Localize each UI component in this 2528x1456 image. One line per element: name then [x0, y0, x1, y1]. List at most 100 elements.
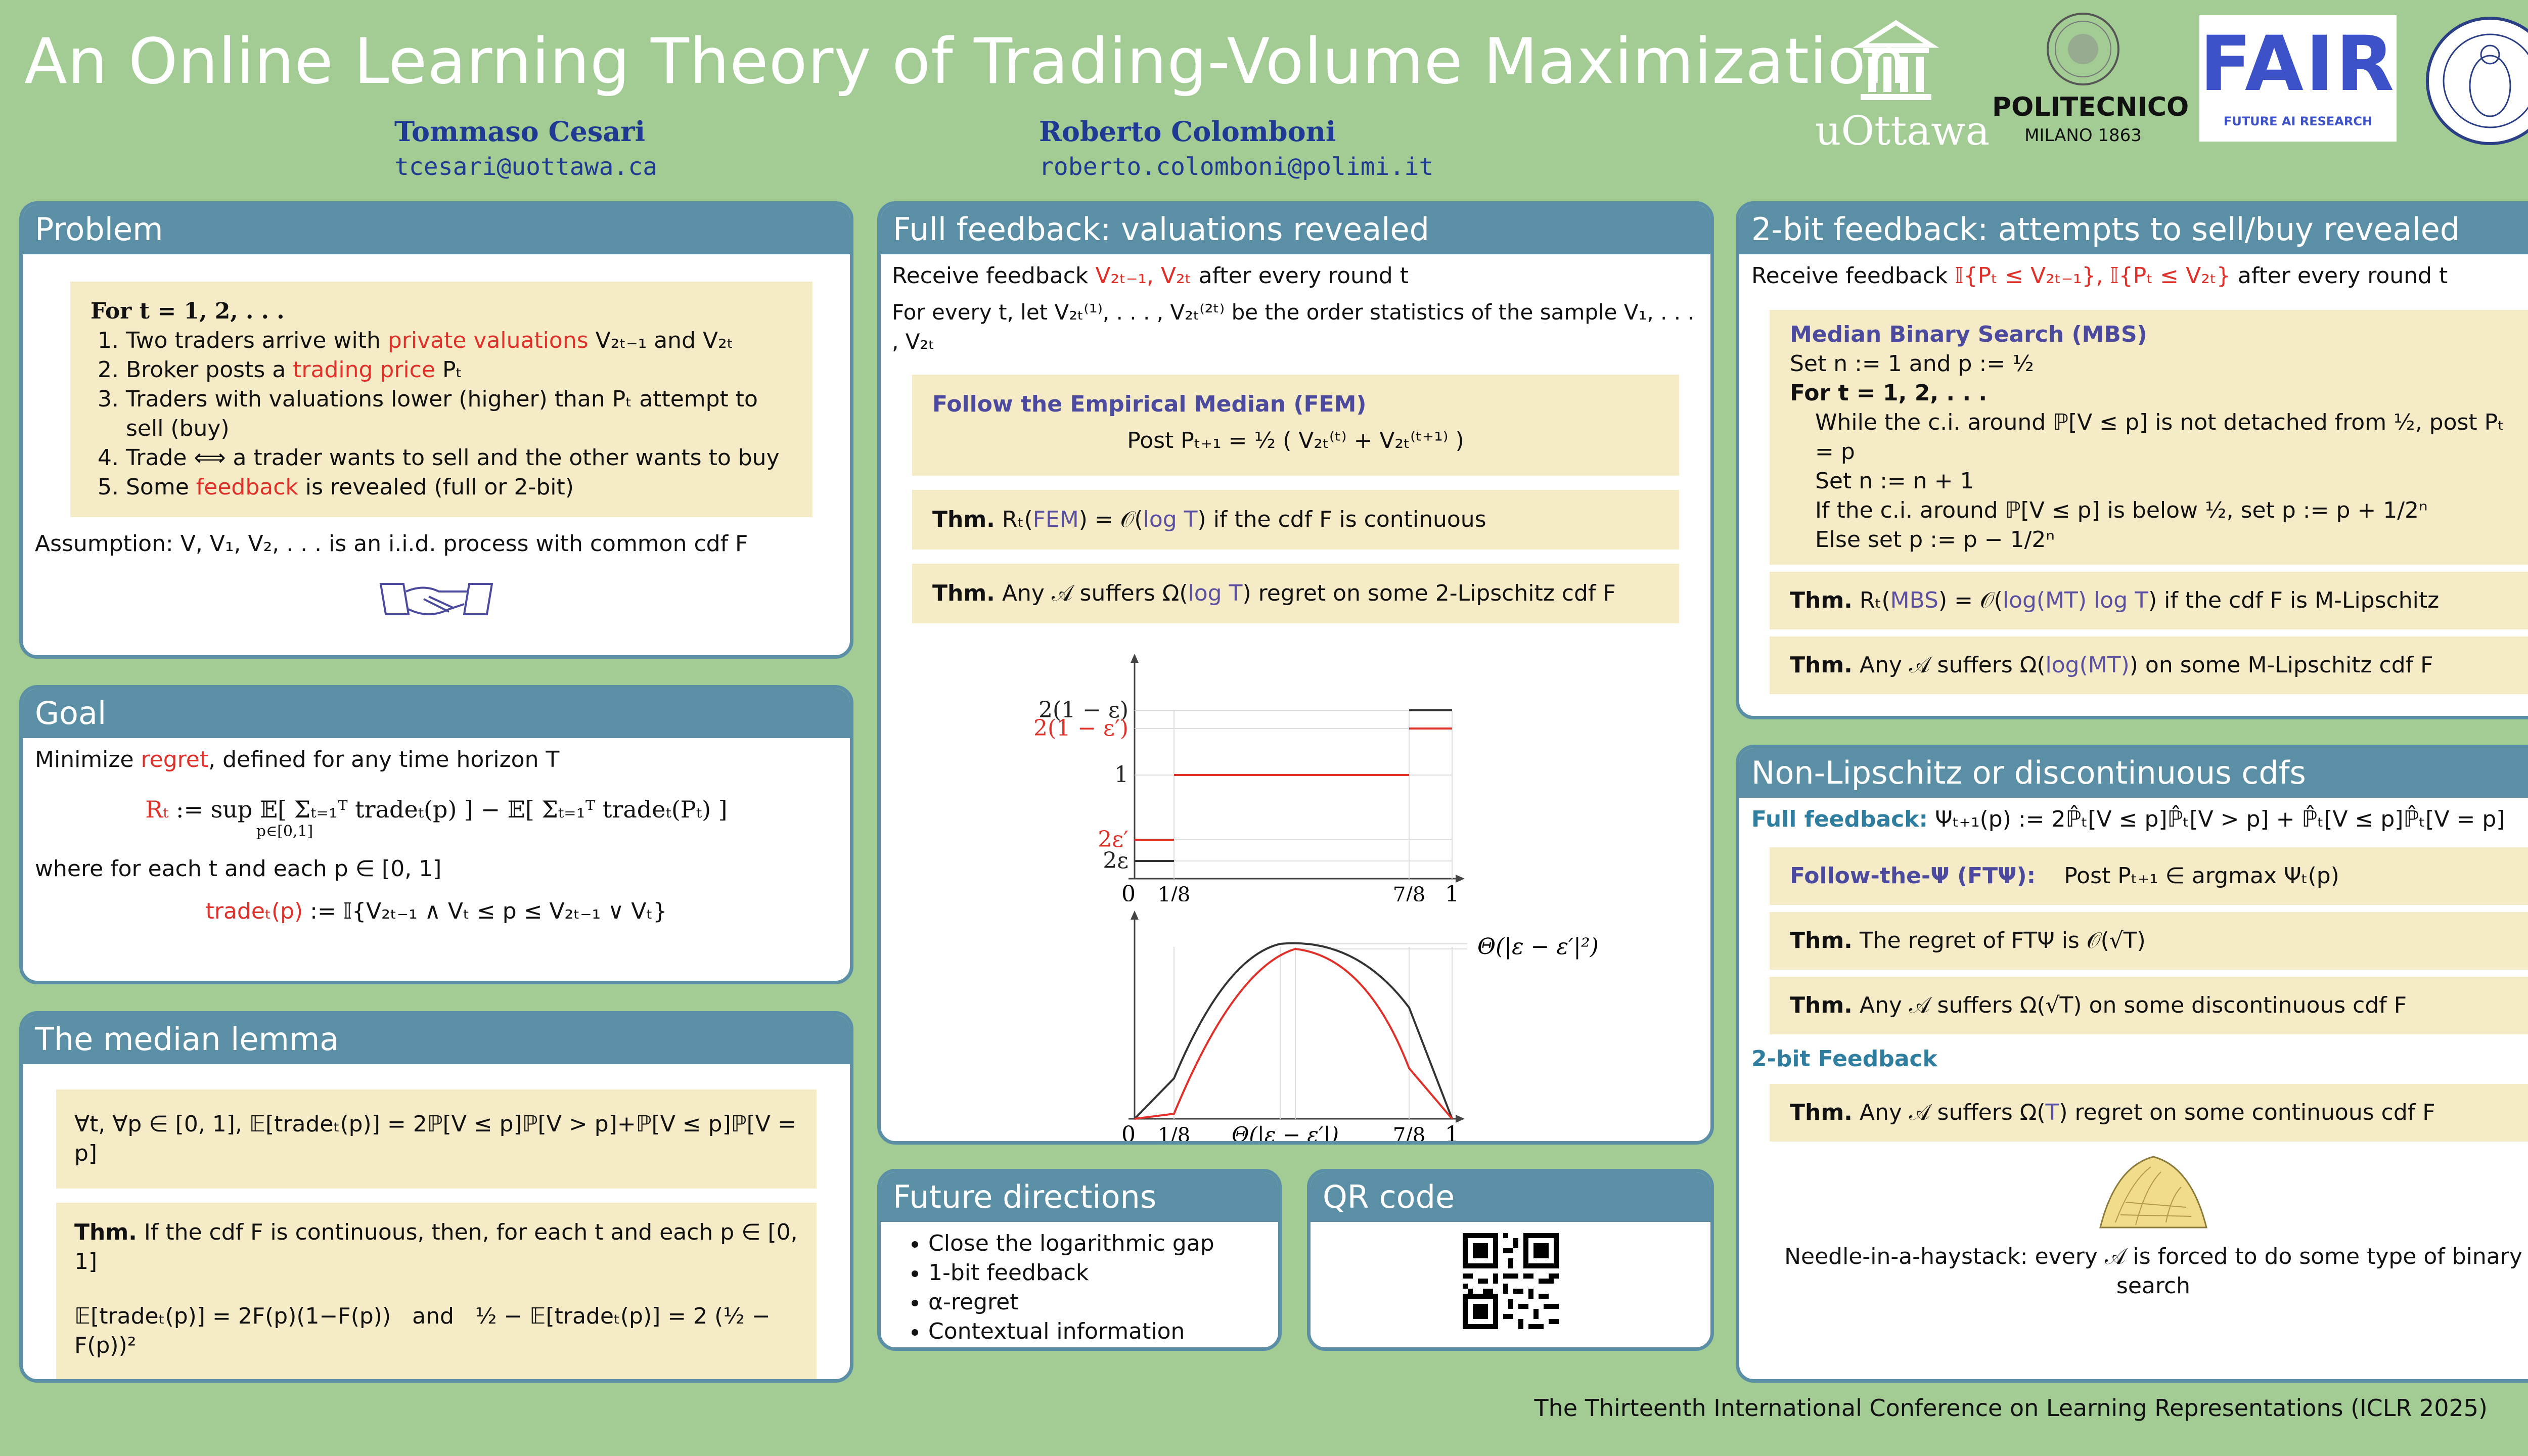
future-box: Future directions Close the logarithmic …: [877, 1169, 1282, 1351]
future-header: Future directions: [881, 1172, 1278, 1222]
poster-title: An Online Learning Theory of Trading-Vol…: [24, 25, 1907, 98]
author-2-name: Roberto Colomboni: [1039, 115, 1336, 148]
problem-header: Problem: [23, 205, 850, 254]
nonlip-header: Non-Lipschitz or discontinuous cdfs: [1739, 748, 2528, 798]
fem-equation: Post Pₜ₊₁ = ½ ( V₂ₜ⁽ᵗ⁾ + V₂ₜ⁽ᵗ⁺¹⁾ ): [1127, 428, 1464, 453]
xtick-7-8: 7/8: [1393, 883, 1425, 901]
series-eps-prime: [1134, 947, 1453, 1120]
full-feedback-box: Full feedback: valuations revealed Recei…: [877, 201, 1714, 1145]
xtick-0: 0: [1121, 881, 1136, 901]
ytick-2-1-epsp: 2(1 − ε′): [1033, 715, 1128, 741]
conference-footer: The Thirteenth International Conference …: [1534, 1394, 2488, 1422]
author-1-email[interactable]: tcesari@uottawa.ca: [394, 153, 658, 181]
nonlip-box: Non-Lipschitz or discontinuous cdfs Full…: [1736, 745, 2528, 1383]
future-item: α-regret: [928, 1288, 1266, 1317]
ftpsi-thm-upper: Thm. The regret of FTΨ is 𝒪(√T): [1770, 912, 2528, 970]
median-thm: Thm. If the cdf F is continuous, then, f…: [74, 1219, 798, 1275]
ytick-1: 1: [1114, 762, 1128, 788]
fair-logo: FAIR FUTURE AI RESEARCH: [2199, 15, 2397, 142]
polimi-logo: POLITECNICO MILANO 1863: [1992, 11, 2189, 153]
twobit-line1: Receive feedback 𝕀{Pₜ ≤ V₂ₜ₋₁}, 𝕀{Pₜ ≤ V…: [1751, 263, 2448, 289]
problem-step: Two traders arrive with private valuatio…: [126, 326, 792, 355]
xtick-1-8: 1/8: [1158, 883, 1190, 901]
fem-title: Follow the Empirical Median (FEM): [932, 391, 1367, 417]
mbs-line: Set n := 1 and p := ½: [1790, 351, 2034, 377]
future-item: Close the logarithmic gap: [928, 1229, 1266, 1258]
mbs-thm-lower: Thm. Any 𝒜 suffers Ω(log(MT)) on some M-…: [1770, 636, 2528, 694]
mbs-line: Else set p := p − 1/2ⁿ: [1815, 527, 2055, 553]
ytick-2-1-eps: 2(1 − ε): [1039, 697, 1128, 723]
ftpsi-thm-lower: Thm. Any 𝒜 suffers Ω(√T) on some discont…: [1770, 977, 2528, 1034]
ftpsi-box: Follow-the-Ψ (FTΨ): Post Pₜ₊₁ ∈ argmax Ψ…: [1770, 847, 2528, 905]
median-header: The median lemma: [23, 1015, 850, 1064]
problem-step: Broker posts a trading price Pₜ: [126, 355, 792, 385]
trade-formula: tradeₜ(p) := 𝕀{V₂ₜ₋₁ ∧ Vₜ ≤ p ≤ V₂ₜ₋₁ ∨ …: [205, 898, 667, 924]
problem-step: Traders with valuations lower (higher) t…: [126, 385, 792, 443]
twobit-header: 2-bit feedback: attempts to sell/buy rev…: [1739, 205, 2528, 254]
qr-header: QR code: [1311, 1172, 1710, 1222]
xtick-1: 1: [1445, 1122, 1459, 1144]
goal-header: Goal: [23, 689, 850, 738]
ytick-2epsp: 2ε′: [1098, 827, 1128, 852]
xtick-0: 0: [1121, 1122, 1136, 1144]
goal-where: where for each t and each p ∈ [0, 1]: [35, 856, 442, 882]
mbs-line: While the c.i. around ℙ[V ≤ p] is not de…: [1815, 410, 2505, 465]
twobit-lower-thm: Thm. Any 𝒜 suffers Ω(T) regret on some c…: [1770, 1084, 2528, 1142]
nonlip-twobit-label: 2-bit Feedback: [1751, 1046, 1937, 1072]
series-eps: [1134, 942, 1453, 1120]
ytick-2eps: 2ε: [1103, 848, 1128, 874]
uottawa-text: uOttawa: [1815, 107, 1990, 154]
mbs-line: Set n := n + 1: [1815, 468, 1974, 494]
xtick-7-8: 7/8: [1393, 1124, 1425, 1144]
haystack-icon: [2099, 1156, 2207, 1228]
fem-thm-lower: Thm. Any 𝒜 suffers Ω(log T) regret on so…: [912, 564, 1679, 623]
full-feedback-line2: For every t, let V₂ₜ⁽¹⁾, . . . , V₂ₜ⁽²ᵗ⁾…: [892, 300, 1694, 354]
nonlip-full-line: Full feedback: Ψₜ₊₁(p) := 2ℙ̂ₜ[V ≤ p]ℙ̂ₜ…: [1751, 806, 2505, 832]
mbs-line: If the c.i. around ℙ[V ≤ p] is below ½, …: [1815, 497, 2428, 523]
future-item: 1-bit feedback: [928, 1258, 1266, 1288]
x-axis-arrow: [1456, 875, 1465, 883]
unimi-seal-icon: [2426, 17, 2528, 145]
problem-for-line: For t = 1, 2, . . .: [91, 298, 285, 324]
y-axis-arrow: [1131, 654, 1139, 663]
series-eps: [1135, 709, 1452, 862]
annotation-theta-sq: Θ(|ε − ε′|²): [1477, 934, 1599, 960]
qr-box: QR code: [1307, 1169, 1714, 1351]
problem-step: Trade ⟺ a trader wants to sell and the o…: [126, 443, 792, 473]
step-cdf-chart: 2(1 − ε) 2(1 − ε′) 1 2ε′ 2ε 0 1/8 7/8 1: [1033, 654, 1465, 901]
uottawa-logo: uOttawa: [1815, 10, 1990, 154]
xtick-theta: Θ(|ε − ε′|): [1232, 1122, 1339, 1144]
mbs-title: Median Binary Search (MBS): [1790, 322, 2147, 347]
full-feedback-header: Full feedback: valuations revealed: [881, 205, 1710, 254]
polimi-sub: MILANO 1863: [2024, 125, 2142, 146]
series-eps-prime: [1135, 727, 1452, 841]
author-2-email[interactable]: roberto.colomboni@polimi.it: [1039, 153, 1434, 181]
goal-line1: Minimize regret, defined for any time ho…: [35, 747, 560, 772]
goal-box: Goal Minimize regret, defined for any ti…: [19, 685, 853, 984]
full-feedback-line1: Receive feedback V₂ₜ₋₁, V₂ₜ after every …: [892, 263, 1409, 289]
author-1-name: Tommaso Cesari: [394, 115, 646, 148]
median-lemma: ∀t, ∀p ∈ [0, 1], 𝔼[tradeₜ(p)] = 2ℙ[V ≤ p…: [56, 1089, 817, 1189]
x-axis-arrow: [1456, 1115, 1465, 1123]
median-thm-equations: 𝔼[tradeₜ(p)] = 2F(p)(1−F(p)) and ½ − 𝔼[t…: [74, 1303, 771, 1358]
mbs-line: For t = 1, 2, . . .: [1790, 380, 1988, 406]
polimi-seal-icon: [2047, 13, 2119, 85]
problem-steps: Two traders arrive with private valuatio…: [91, 326, 792, 502]
fem-thm-upper: Thm. Rₜ(FEM) = 𝒪(log T) if the cdf F is …: [912, 490, 1679, 550]
regret-formula: Rₜ := sup 𝔼[ Σₜ₌₁ᵀ tradeₜ(p) ] − 𝔼[ Σₜ₌₁…: [145, 796, 728, 840]
problem-assumption: Assumption: V, V₁, V₂, . . . is an i.i.d…: [35, 531, 748, 557]
twobit-box: 2-bit feedback: attempts to sell/buy rev…: [1736, 201, 2528, 719]
fair-sub: FUTURE AI RESEARCH: [2223, 114, 2373, 128]
median-box: The median lemma ∀t, ∀p ∈ [0, 1], 𝔼[trad…: [19, 1011, 853, 1383]
polimi-name: POLITECNICO: [1992, 92, 2189, 122]
qr-code-icon[interactable]: [1462, 1233, 1559, 1329]
gain-from-trade-chart: Θ(|ε − ε′|²) 0 1/8 Θ(|ε − ε′|) 7/8 1: [1121, 911, 1599, 1144]
uottawa-building-icon: [1853, 20, 1939, 100]
problem-step: Some feedback is revealed (full or 2-bit…: [126, 473, 792, 502]
xtick-1: 1: [1445, 881, 1459, 901]
future-item: Contextual information: [928, 1317, 1266, 1346]
needle-caption: Needle-in-a-haystack: every 𝒜 is forced …: [1784, 1244, 2522, 1299]
xtick-1-8: 1/8: [1158, 1124, 1190, 1144]
problem-box: Problem For t = 1, 2, . . . Two traders …: [19, 201, 853, 659]
y-axis-arrow: [1131, 911, 1139, 920]
